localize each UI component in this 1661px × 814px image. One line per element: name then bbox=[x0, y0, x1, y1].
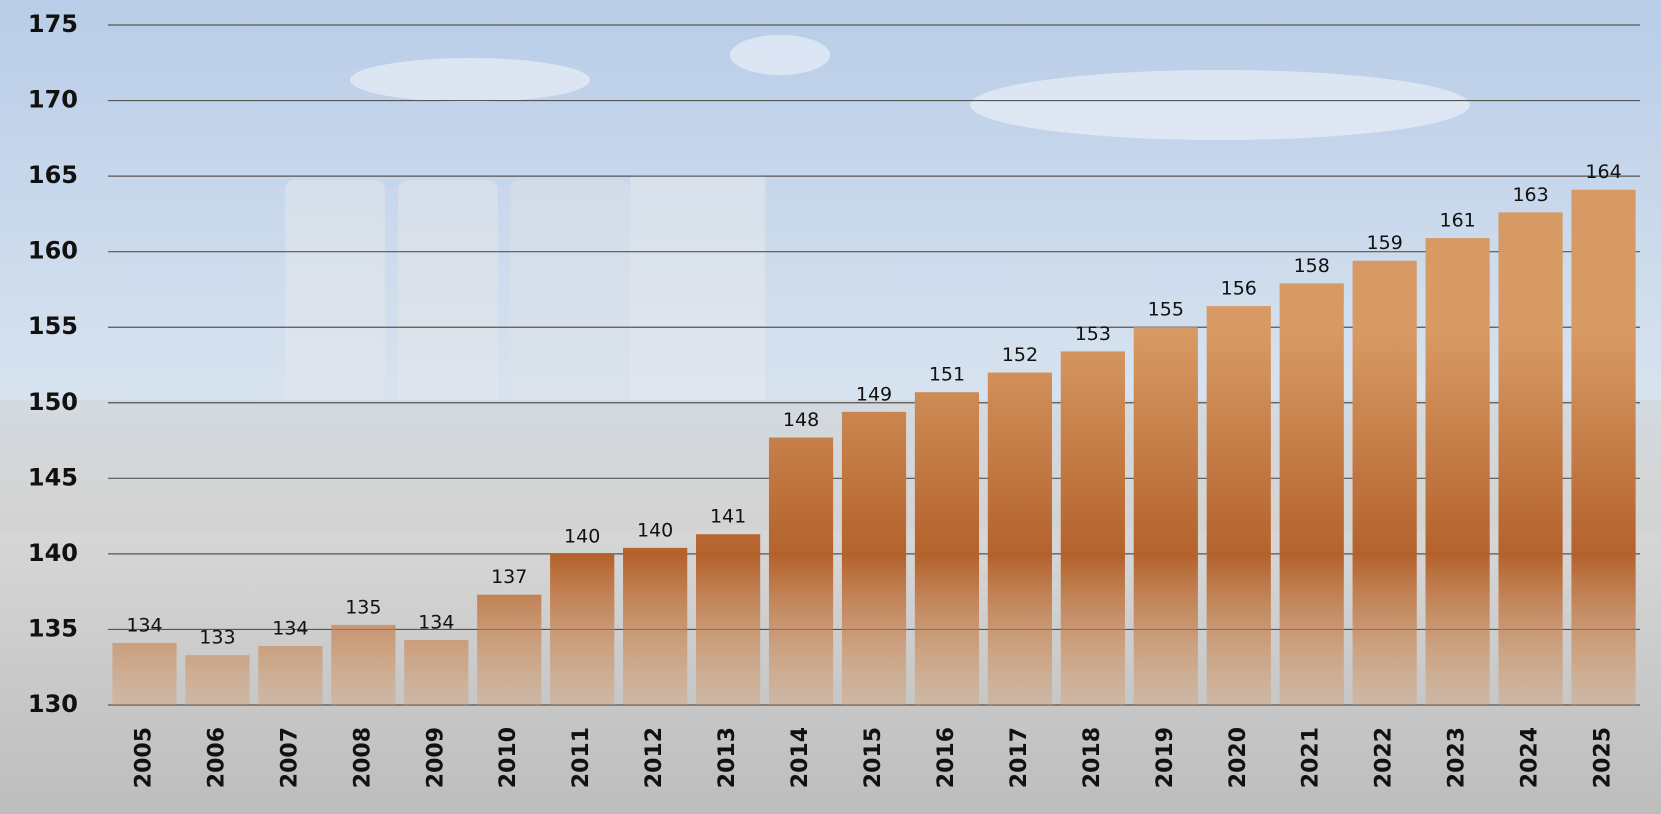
bar bbox=[550, 553, 615, 705]
x-tick-label: 2006 bbox=[204, 727, 229, 788]
value-label: 137 bbox=[491, 566, 527, 588]
bar bbox=[112, 643, 177, 705]
value-label: 148 bbox=[783, 409, 819, 431]
value-label: 161 bbox=[1439, 210, 1475, 232]
bar bbox=[404, 640, 469, 705]
value-label: 158 bbox=[1294, 255, 1330, 277]
value-label: 163 bbox=[1512, 184, 1548, 206]
x-tick-label: 2012 bbox=[642, 727, 667, 788]
bar bbox=[1425, 238, 1490, 706]
bar bbox=[841, 411, 907, 705]
value-label: 156 bbox=[1221, 278, 1257, 300]
value-label: 140 bbox=[637, 519, 673, 541]
bar bbox=[1060, 351, 1125, 705]
value-label: 153 bbox=[1075, 323, 1111, 345]
x-tick-label: 2018 bbox=[1080, 727, 1105, 788]
bar bbox=[477, 594, 542, 705]
x-tick-label: 2025 bbox=[1591, 727, 1616, 788]
y-tick-label: 140 bbox=[28, 539, 78, 567]
x-tick-label: 2017 bbox=[1007, 727, 1032, 788]
x-tick-label: 2024 bbox=[1518, 727, 1543, 788]
value-label: 141 bbox=[710, 506, 746, 528]
x-tick-label: 2023 bbox=[1445, 727, 1470, 788]
y-tick-label: 175 bbox=[28, 10, 78, 38]
x-tick-label: 2009 bbox=[423, 727, 448, 788]
x-tick-label: 2021 bbox=[1299, 727, 1324, 788]
value-label: 135 bbox=[345, 596, 381, 618]
bar bbox=[1206, 306, 1271, 705]
x-tick-label: 2008 bbox=[350, 727, 375, 788]
value-label: 155 bbox=[1148, 299, 1184, 321]
bar bbox=[1352, 260, 1417, 705]
y-tick-label: 170 bbox=[28, 86, 78, 114]
bar bbox=[1571, 189, 1636, 705]
x-tick-label: 2016 bbox=[934, 727, 959, 788]
value-label: 151 bbox=[929, 364, 965, 386]
value-label: 134 bbox=[126, 615, 162, 637]
value-label: 164 bbox=[1585, 161, 1621, 183]
y-tick-label: 160 bbox=[28, 237, 78, 265]
y-tick-label: 165 bbox=[28, 161, 78, 189]
bar bbox=[258, 646, 323, 705]
x-tick-label: 2020 bbox=[1226, 727, 1251, 788]
y-tick-label: 135 bbox=[28, 614, 78, 642]
x-tick-label: 2019 bbox=[1153, 727, 1178, 788]
bar bbox=[185, 655, 250, 705]
bar bbox=[1279, 283, 1344, 705]
y-tick-label: 130 bbox=[28, 690, 78, 718]
x-tick-label: 2014 bbox=[788, 727, 813, 788]
x-tick-label: 2010 bbox=[496, 727, 521, 788]
bar bbox=[987, 372, 1053, 705]
x-tick-label: 2011 bbox=[569, 727, 594, 788]
value-label: 159 bbox=[1367, 232, 1403, 254]
bar bbox=[768, 437, 834, 705]
bar bbox=[1498, 212, 1563, 705]
value-label: 134 bbox=[272, 618, 308, 640]
y-tick-label: 155 bbox=[28, 312, 78, 340]
value-label: 133 bbox=[199, 627, 235, 649]
x-tick-label: 2022 bbox=[1372, 727, 1397, 788]
y-tick-label: 145 bbox=[28, 463, 78, 491]
x-tick-label: 2005 bbox=[131, 727, 156, 788]
value-label: 152 bbox=[1002, 344, 1038, 366]
value-label: 134 bbox=[418, 612, 454, 634]
value-label: 149 bbox=[856, 383, 892, 405]
x-tick-label: 2013 bbox=[715, 727, 740, 788]
bar bbox=[695, 534, 761, 705]
bar bbox=[1133, 327, 1198, 705]
y-tick-label: 150 bbox=[28, 388, 78, 416]
bar bbox=[914, 392, 980, 705]
bar bbox=[331, 624, 396, 705]
x-tick-label: 2015 bbox=[861, 727, 886, 788]
value-label: 140 bbox=[564, 525, 600, 547]
x-tick-label: 2007 bbox=[277, 727, 302, 788]
bar bbox=[623, 547, 688, 705]
